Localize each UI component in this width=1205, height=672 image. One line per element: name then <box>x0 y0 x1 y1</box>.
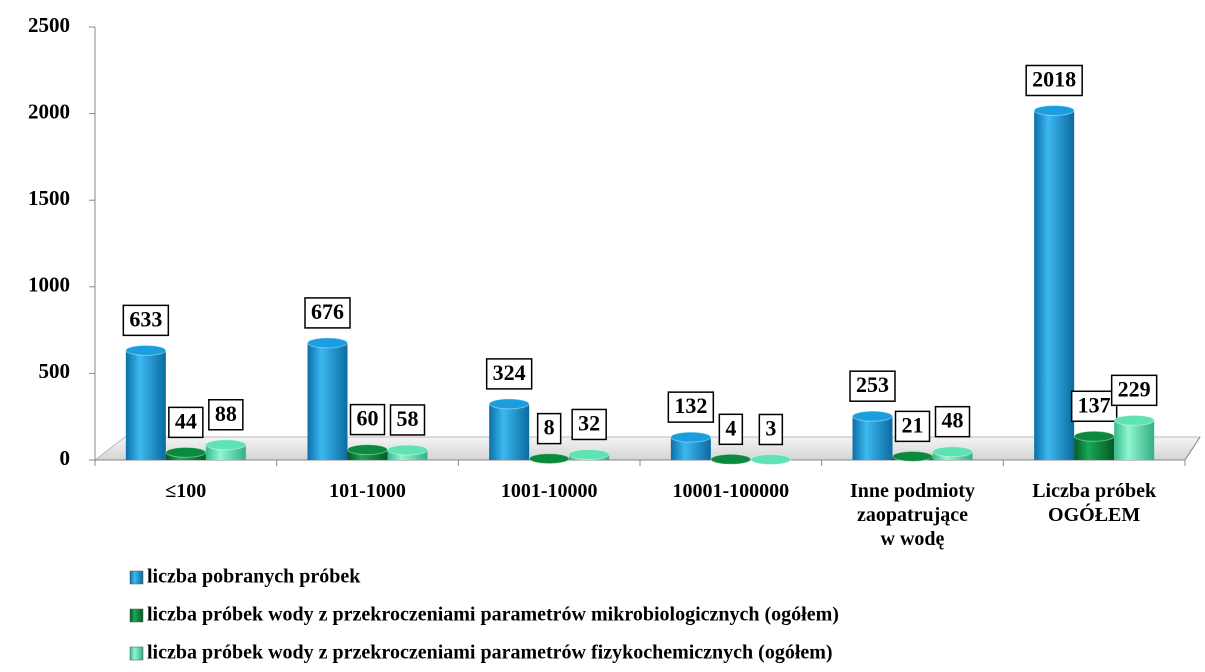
y-tick-label: 1500 <box>28 186 70 210</box>
bar <box>347 449 388 460</box>
value-label: 48 <box>942 408 964 433</box>
bar-cap <box>710 453 752 465</box>
bar-cap <box>750 453 792 465</box>
value-label-box <box>349 403 386 436</box>
bar <box>1034 110 1075 461</box>
value-label: 4 <box>725 415 736 440</box>
bar-cap <box>347 444 388 456</box>
bar-cap <box>165 446 207 458</box>
legend-label: liczba pobranych próbek <box>147 566 361 588</box>
x-tick-label: ≤100 <box>165 480 206 502</box>
bar <box>125 350 166 460</box>
bar <box>670 437 711 460</box>
value-label-box <box>894 410 931 443</box>
value-label-box <box>718 413 744 446</box>
bar-cap <box>1113 414 1155 426</box>
value-label: 60 <box>357 406 379 431</box>
bar-cap <box>125 344 167 356</box>
value-label-box <box>758 413 784 446</box>
legend-label: liczba próbek wody z przekroczeniami par… <box>147 604 839 626</box>
value-label-box <box>849 370 896 402</box>
bar-cap <box>1073 430 1115 442</box>
x-tick-label: 101-1000 <box>329 480 406 502</box>
value-label: 676 <box>311 299 344 324</box>
value-label-box <box>304 297 351 329</box>
value-label: 633 <box>129 306 162 331</box>
value-label-box <box>1025 64 1083 97</box>
value-label: 8 <box>544 415 555 440</box>
bar-cap <box>307 337 348 349</box>
bar-cap <box>892 450 933 462</box>
value-label: 44 <box>175 408 197 433</box>
bar <box>852 416 893 460</box>
y-tick-label: 1000 <box>28 273 70 297</box>
x-tick-label: Inne podmioty zaopatrujące w wodę <box>850 480 975 550</box>
value-label: 324 <box>493 360 526 385</box>
value-label-box <box>571 408 607 441</box>
value-label: 32 <box>578 411 600 436</box>
legend-label: liczba próbek wody z przekroczeniami par… <box>147 642 833 664</box>
bar <box>489 403 530 460</box>
value-label: 2018 <box>1032 67 1076 92</box>
legend-swatch <box>129 646 144 661</box>
value-label: 21 <box>902 412 924 437</box>
value-label: 253 <box>856 372 889 397</box>
bar <box>387 449 428 460</box>
y-tick-label: 2500 <box>28 13 70 37</box>
value-label-box <box>536 412 562 445</box>
y-tick-label: 500 <box>39 359 71 383</box>
value-label: 229 <box>1118 376 1151 401</box>
value-label-box <box>485 358 533 390</box>
bar-cap <box>205 439 247 451</box>
value-label: 58 <box>397 406 419 431</box>
x-tick-label: 1001-10000 <box>501 480 598 502</box>
value-label-box <box>208 399 244 431</box>
bar <box>1074 436 1115 460</box>
x-tick-label: Liczba próbek OGÓŁEM <box>1032 480 1157 526</box>
floor-edge <box>1184 436 1201 461</box>
bar-cap <box>387 444 428 456</box>
value-label-box <box>1110 374 1158 407</box>
value-label-box <box>122 304 170 337</box>
value-label-box <box>168 406 204 439</box>
y-tick-label: 0 <box>60 446 71 470</box>
bar-cap <box>670 431 712 443</box>
bar-cap <box>568 448 610 460</box>
bar-cap <box>1033 104 1075 116</box>
legend-swatch <box>129 570 144 585</box>
value-label: 88 <box>215 401 237 426</box>
value-label-box <box>934 405 971 438</box>
bar <box>307 342 348 460</box>
value-label-box <box>1070 390 1118 423</box>
value-label: 132 <box>674 393 707 418</box>
x-tick-label: 10001-100000 <box>672 480 789 502</box>
bar-cap <box>528 453 570 465</box>
value-label-box <box>667 391 715 423</box>
value-label-box <box>389 404 426 436</box>
bar-cap <box>932 446 973 458</box>
legend-swatch <box>129 608 144 623</box>
value-label: 3 <box>765 416 776 441</box>
value-label: 137 <box>1078 392 1111 417</box>
bar-cap <box>852 410 893 422</box>
y-tick-label: 2000 <box>28 99 70 123</box>
bar <box>1114 420 1155 460</box>
bar-cap <box>488 398 530 410</box>
